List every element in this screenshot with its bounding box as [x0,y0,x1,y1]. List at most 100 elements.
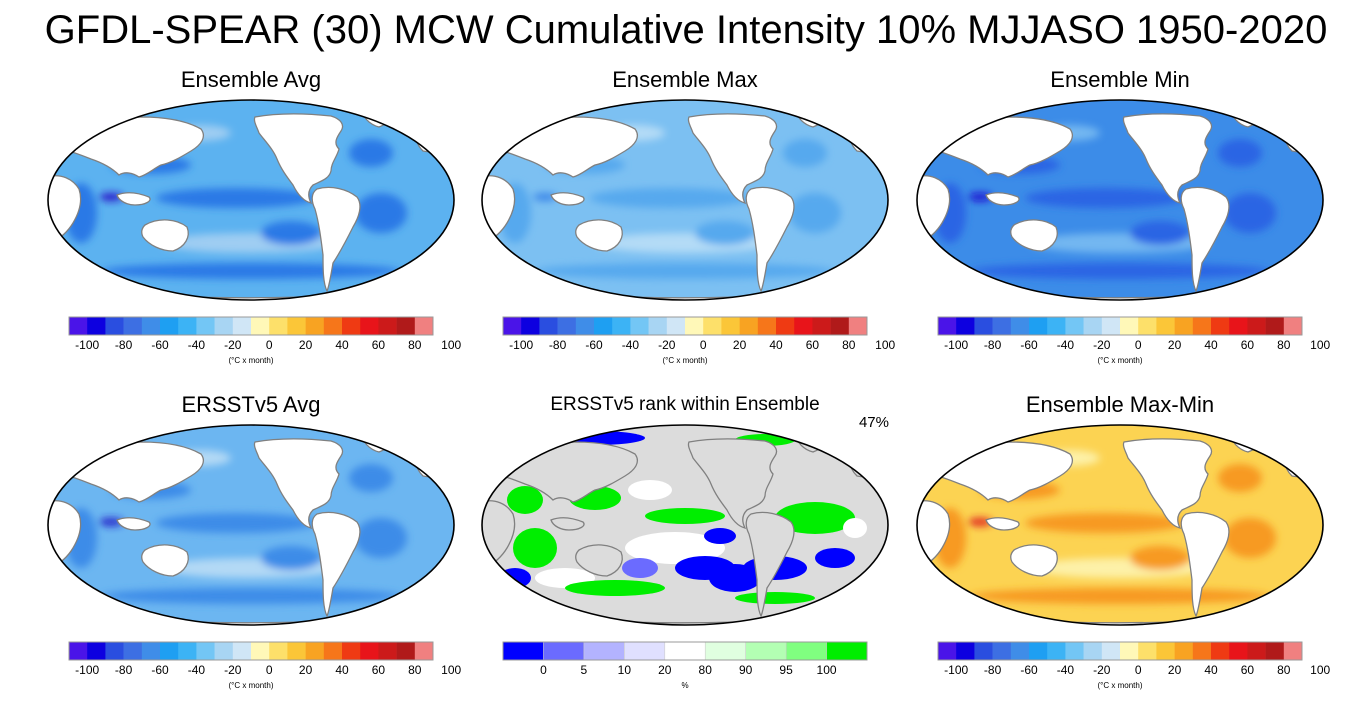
land-southAmerica [1180,511,1230,618]
map-outline [916,99,1324,301]
world-map [916,424,1324,626]
panel-ensemble-max: Ensemble Max -100 -80 -60 -40 -20 0 20 40 60 80 10… [475,67,895,397]
colorbar-swatch [105,317,124,335]
colorbar-tick-label: 80 [408,663,422,677]
colorbar-swatch [583,642,625,660]
colorbar-frame [68,641,434,661]
intensity-patch [101,263,401,279]
land-southAmerica [1180,186,1230,293]
land-northAmerica [687,438,778,529]
land-indonesia [550,192,585,206]
ocean-field [482,100,888,300]
colorbar-tick-label: -40 [188,663,206,677]
colorbar-unit-label: (°C x month) [1098,356,1143,365]
land-australia [575,544,623,577]
colorbar-tick-label: -60 [1020,663,1038,677]
colorbar-swatch [1065,317,1084,335]
colorbar-swatch [160,317,179,335]
intensity-patch [355,193,407,233]
colorbar-tick-label: 80 [699,663,713,677]
land-indonesia [550,517,585,531]
colorbar-swatch [1010,317,1030,335]
colorbar-swatch [305,642,325,660]
rank-patch [815,548,855,568]
map-outline [481,99,889,301]
colorbar-swatch [69,317,88,335]
colorbar-swatch [214,317,234,335]
colorbar-tick-label: 20 [733,338,747,352]
land-southAmerica [745,186,795,293]
rank-patch [704,528,736,544]
colorbar-swatch [992,317,1012,335]
colorbar-swatch [178,317,197,335]
colorbar: -100 -80 -60 -40 -20 0 20 40 60 80 100 (°C x month) [937,641,1330,690]
colorbar-swatch [557,317,577,335]
rank-patch [507,486,543,514]
colorbar-swatch [666,317,686,335]
world-map [481,424,889,626]
colorbar-tick-label: 95 [779,663,793,677]
colorbar-swatch [503,642,544,660]
colorbar-swatch [539,317,558,335]
intensity-patch [156,188,316,208]
colorbar: -100 -80 -60 -40 -20 0 20 40 60 80 100 (°C x month) [937,316,1330,365]
colorbar-swatch [974,317,993,335]
colorbar-swatch [739,317,759,335]
colorbar-tick-label: 40 [1204,338,1218,352]
colorbar-swatch [269,317,288,335]
rank-patch [622,558,658,578]
colorbar-swatch [196,642,215,660]
land-northAmerica [687,113,778,204]
colorbar-unit-label: % [681,681,688,690]
colorbar-swatch [1211,642,1230,660]
panel-title: Ensemble Avg [180,67,322,92]
colorbar-swatch [848,317,868,335]
colorbar-tick-label: 100 [875,338,895,352]
colorbar-tick-label: 100 [1310,663,1330,677]
land-indonesia [116,517,151,531]
colorbar-swatch [1156,642,1175,660]
colorbar-swatch [251,642,270,660]
colorbar-tick-label: 0 [700,338,707,352]
world-map [47,424,455,626]
colorbar-tick-label: 20 [1168,663,1182,677]
colorbar-tick-label: 60 [806,338,820,352]
intensity-patch [1025,188,1185,208]
colorbar-swatch [830,317,850,335]
colorbar-swatch [1029,642,1048,660]
colorbar-swatch [305,317,325,335]
map-outline [47,424,455,626]
colorbar-swatch [776,317,795,335]
colorbar-swatch [232,642,252,660]
colorbar-tick-label: -80 [984,338,1002,352]
world-map [481,99,889,301]
intensity-patch [349,464,393,492]
colorbar-swatch [1120,317,1139,335]
colorbar-swatch [721,317,740,335]
colorbar-swatch [1192,642,1212,660]
colorbar-swatch [630,317,649,335]
colorbar-tick-label: 0 [266,338,273,352]
land-southAmerica [311,186,361,293]
land-northAmerica [253,438,344,529]
rank-percent-label: 47% [858,414,889,431]
colorbar-swatch [826,642,868,660]
intensity-patch [261,546,321,570]
colorbar-tick-label: -20 [658,338,676,352]
colorbar-swatch [1174,642,1194,660]
intensity-patch [789,193,841,233]
colorbar-swatch [105,642,124,660]
rank-patch [645,508,725,524]
colorbar-swatch [360,642,379,660]
colorbar-swatch [251,317,270,335]
colorbar-swatch [123,317,143,335]
colorbar-swatch [323,642,343,660]
colorbar-tick-label: -60 [585,338,603,352]
colorbar-swatch [1247,642,1266,660]
rank-patch [843,518,867,538]
colorbar-tick-label: -100 [944,663,968,677]
colorbar-tick-label: -20 [1093,663,1111,677]
colorbar-tick-label: 100 [441,338,461,352]
land-australia [141,544,189,577]
colorbar-swatch [521,317,540,335]
